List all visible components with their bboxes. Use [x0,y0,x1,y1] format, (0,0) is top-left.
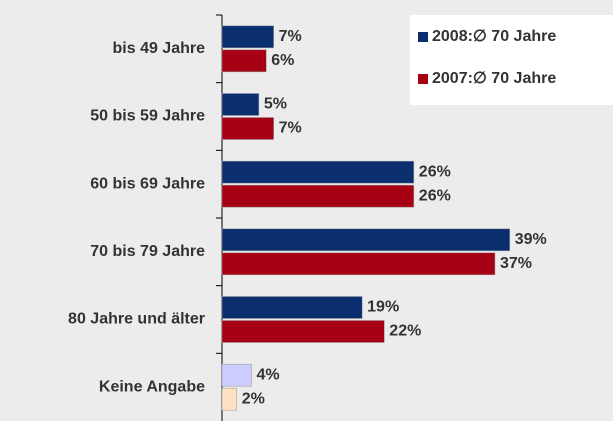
bar [221,296,363,319]
legend-swatch [418,32,428,42]
legend-swatch [418,74,428,84]
data-label: 7% [279,28,302,45]
y-tick-label: bis 49 Jahre [113,40,206,57]
y-tick-label: Keine Angabe [99,378,205,395]
data-label: 6% [271,52,294,69]
y-tick-label: 70 bis 79 Jahre [90,243,205,260]
data-label: 7% [279,120,302,137]
bar [221,184,415,208]
data-label: 26% [419,187,451,204]
data-label: 19% [367,299,399,316]
bar [221,387,238,411]
bar [221,252,496,276]
data-label: 37% [500,255,532,272]
bar [221,228,510,252]
legend-label: 2008:∅ 70 Jahre [432,28,556,45]
data-label: 22% [389,323,421,340]
data-label: 5% [264,96,287,113]
y-tick-label: 60 bis 69 Jahre [90,175,205,192]
bar [221,320,385,343]
bar [221,93,260,116]
data-label: 2% [242,390,265,407]
legend-label: 2007:∅ 70 Jahre [432,70,556,87]
legend-box [410,15,613,105]
data-label: 26% [419,163,451,180]
y-tick-label: 80 Jahre und älter [68,311,205,328]
bar [221,49,267,73]
bar [221,117,274,140]
data-label: 39% [515,231,547,248]
bar [221,363,252,387]
y-tick-label: 50 bis 59 Jahre [90,108,205,125]
data-label: 4% [257,366,280,383]
bar [221,25,274,49]
bar [221,160,415,184]
